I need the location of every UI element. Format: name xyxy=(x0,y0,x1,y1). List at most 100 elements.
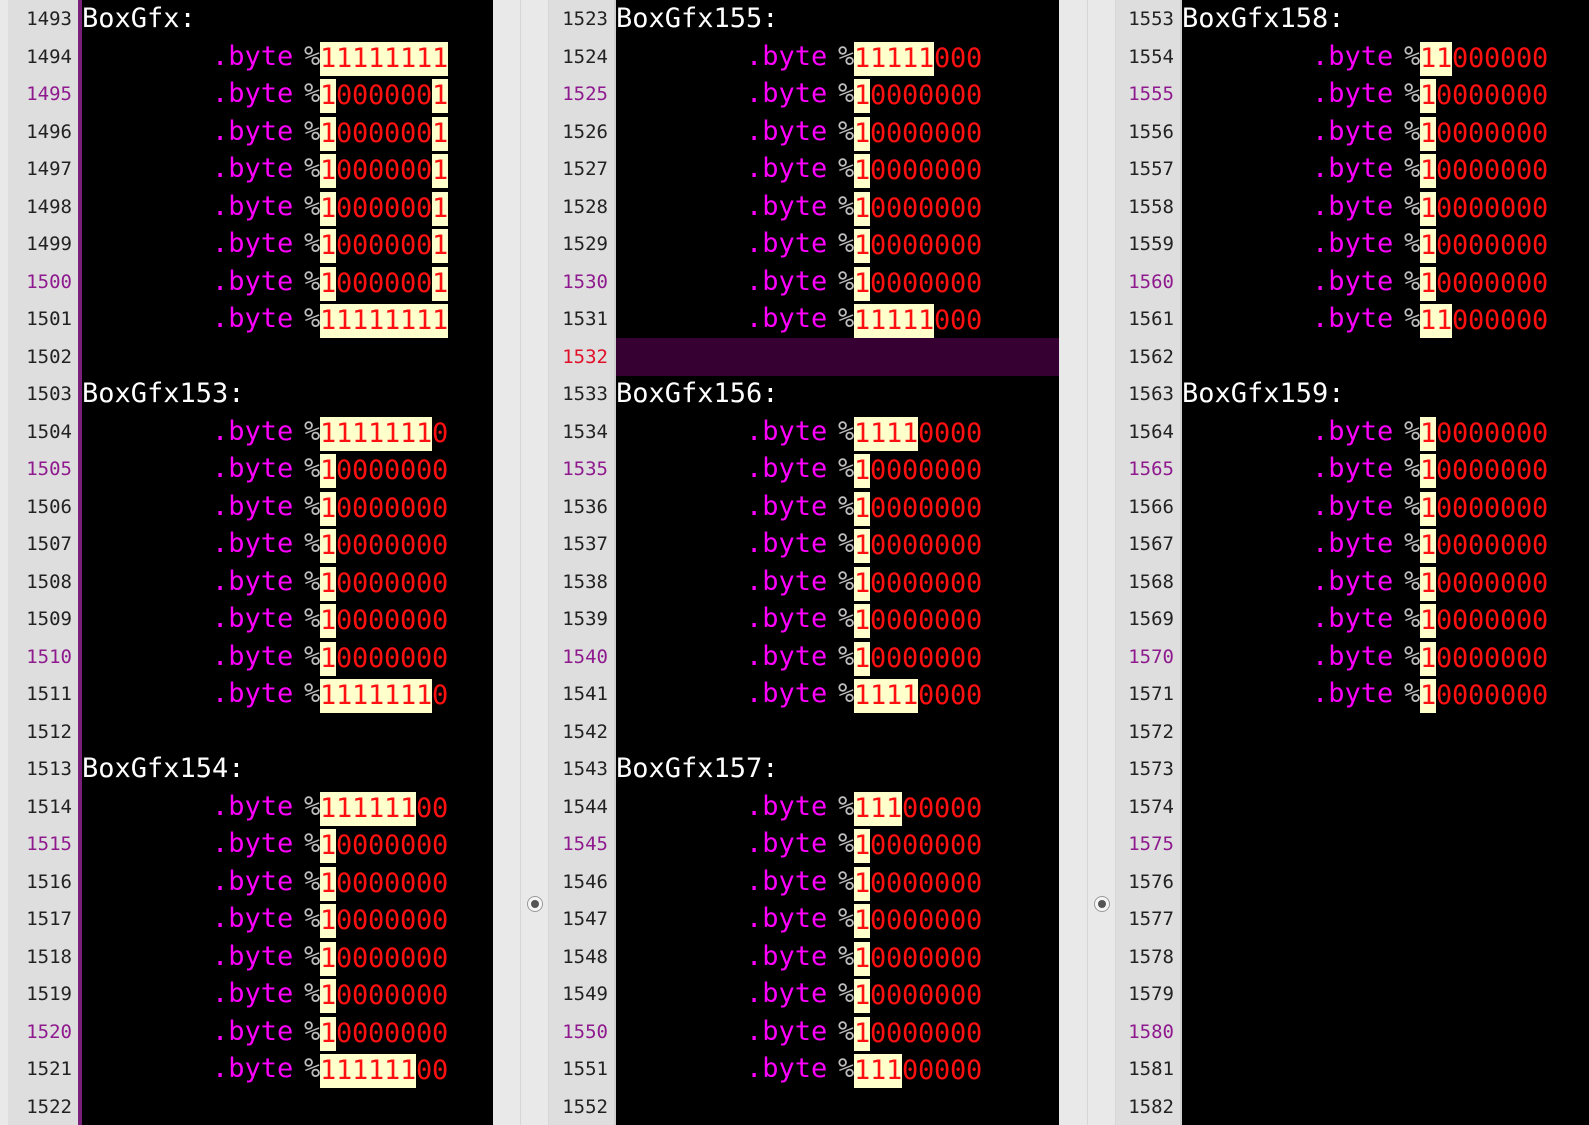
code-line[interactable]: .byte% 10000000 xyxy=(1182,525,1589,563)
code-line[interactable] xyxy=(82,1088,493,1125)
code-line[interactable]: .byte% 10000001 xyxy=(82,188,493,226)
line-number[interactable]: 1540 xyxy=(562,645,608,668)
line-number[interactable]: 1566 xyxy=(1128,495,1174,518)
line-number[interactable]: 1500 xyxy=(26,270,72,293)
line-number[interactable]: 1499 xyxy=(26,233,72,255)
line-number[interactable]: 1536 xyxy=(562,495,608,518)
line-number[interactable]: 1530 xyxy=(562,270,608,293)
code-line[interactable]: .byte% 10000000 xyxy=(82,450,493,488)
code-line[interactable]: .byte% 10000000 xyxy=(616,975,1059,1013)
code-line[interactable]: BoxGfx158: xyxy=(1182,0,1589,38)
code-line[interactable]: .byte% 10000000 xyxy=(82,600,493,638)
code-line[interactable]: .byte% 10000000 xyxy=(616,563,1059,601)
code-line[interactable]: .byte% 10000000 xyxy=(1182,75,1589,113)
code-line[interactable]: .byte% 10000000 xyxy=(616,225,1059,263)
code-line[interactable] xyxy=(1182,1088,1589,1125)
line-number[interactable]: 1507 xyxy=(26,533,72,555)
code-line[interactable]: .byte% 10000000 xyxy=(82,638,493,676)
line-number[interactable]: 1567 xyxy=(1128,533,1174,555)
line-number[interactable]: 1524 xyxy=(562,45,608,68)
line-number[interactable]: 1559 xyxy=(1128,233,1174,255)
editor-pane[interactable]: 1493 1494 1495 1496 1497 1498 1499 1500 1501 1502… xyxy=(8,0,493,1125)
line-number[interactable]: 1555 xyxy=(1128,83,1174,105)
code-line[interactable]: .byte% 10000000 xyxy=(616,488,1059,526)
code-line[interactable] xyxy=(616,338,1059,376)
line-number[interactable]: 1538 xyxy=(562,570,608,593)
line-number[interactable]: 1529 xyxy=(562,233,608,255)
line-number[interactable]: 1505 xyxy=(26,458,72,480)
code-line[interactable] xyxy=(1182,938,1589,976)
code-line[interactable]: .byte% 11111110 xyxy=(82,413,493,451)
code-area[interactable]: BoxGfx: .byte% 11111111 .byte% 10000001 .byte… xyxy=(82,0,493,1125)
code-line[interactable]: .byte% 11111100 xyxy=(82,1050,493,1088)
line-number[interactable]: 1572 xyxy=(1128,720,1174,743)
code-line[interactable]: .byte% 10000000 xyxy=(82,488,493,526)
line-number[interactable]: 1546 xyxy=(562,870,608,893)
code-line[interactable]: .byte% 11100000 xyxy=(616,788,1059,826)
code-line[interactable] xyxy=(1182,863,1589,901)
code-line[interactable]: .byte% 10000000 xyxy=(616,525,1059,563)
code-line[interactable]: .byte% 11111111 xyxy=(82,300,493,338)
code-line[interactable]: .byte% 10000000 xyxy=(82,525,493,563)
code-line[interactable]: .byte% 11111110 xyxy=(82,675,493,713)
line-number[interactable]: 1517 xyxy=(26,908,72,930)
code-line[interactable]: .byte% 10000000 xyxy=(616,75,1059,113)
code-line[interactable]: .byte% 10000001 xyxy=(82,75,493,113)
code-line[interactable]: BoxGfx: xyxy=(82,0,493,38)
line-number[interactable]: 1554 xyxy=(1128,45,1174,68)
line-number[interactable]: 1539 xyxy=(562,608,608,630)
line-number[interactable]: 1493 xyxy=(26,8,72,30)
code-line[interactable]: .byte% 10000000 xyxy=(1182,488,1589,526)
code-line[interactable]: .byte% 10000001 xyxy=(82,150,493,188)
code-line[interactable]: BoxGfx153: xyxy=(82,375,493,413)
line-number[interactable]: 1552 xyxy=(562,1095,608,1118)
line-number[interactable]: 1531 xyxy=(562,308,608,330)
code-line[interactable]: .byte% 10000000 xyxy=(82,938,493,976)
code-line[interactable]: .byte% 10000000 xyxy=(82,900,493,938)
code-area[interactable]: BoxGfx155: .byte% 11111000 .byte% 10000000 .b… xyxy=(616,0,1059,1125)
code-line[interactable]: .byte% 10000000 xyxy=(616,150,1059,188)
code-line[interactable]: .byte% 10000001 xyxy=(82,263,493,301)
code-line[interactable]: .byte% 10000000 xyxy=(1182,150,1589,188)
line-number[interactable]: 1553 xyxy=(1128,8,1174,30)
line-number[interactable]: 1535 xyxy=(562,458,608,480)
line-number[interactable]: 1519 xyxy=(26,983,72,1005)
line-number[interactable]: 1508 xyxy=(26,570,72,593)
line-number[interactable]: 1581 xyxy=(1128,1058,1174,1080)
code-line[interactable]: .byte% 10000000 xyxy=(1182,225,1589,263)
code-line[interactable]: .byte% 11111000 xyxy=(616,300,1059,338)
code-line[interactable] xyxy=(1182,713,1589,751)
line-number[interactable]: 1496 xyxy=(26,120,72,143)
line-number[interactable]: 1561 xyxy=(1128,308,1174,330)
code-line[interactable] xyxy=(1182,750,1589,788)
code-line[interactable] xyxy=(1182,1013,1589,1051)
code-line[interactable]: .byte% 11111111 xyxy=(82,38,493,76)
line-number[interactable]: 1575 xyxy=(1128,833,1174,855)
line-number[interactable]: 1563 xyxy=(1128,383,1174,405)
code-line[interactable]: BoxGfx155: xyxy=(616,0,1059,38)
line-number[interactable]: 1518 xyxy=(26,945,72,968)
line-number[interactable]: 1495 xyxy=(26,83,72,105)
line-number[interactable]: 1549 xyxy=(562,983,608,1005)
line-number[interactable]: 1547 xyxy=(562,908,608,930)
line-number[interactable]: 1526 xyxy=(562,120,608,143)
code-line[interactable]: .byte% 11110000 xyxy=(616,413,1059,451)
line-number[interactable]: 1513 xyxy=(26,758,72,780)
line-number[interactable]: 1562 xyxy=(1128,345,1174,368)
line-number[interactable]: 1543 xyxy=(562,758,608,780)
editor-pane[interactable]: 1523 1524 1525 1526 1527 1528 1529 1530 1531 1532… xyxy=(542,0,1059,1125)
line-number[interactable]: 1560 xyxy=(1128,270,1174,293)
code-line[interactable] xyxy=(616,1088,1059,1125)
code-area[interactable]: BoxGfx158: .byte% 11000000 .byte% 10000000 .b… xyxy=(1182,0,1589,1125)
line-number[interactable]: 1537 xyxy=(562,533,608,555)
code-line[interactable]: .byte% 10000000 xyxy=(616,825,1059,863)
code-line[interactable]: .byte% 10000000 xyxy=(616,638,1059,676)
line-number[interactable]: 1550 xyxy=(562,1020,608,1043)
line-number[interactable]: 1570 xyxy=(1128,645,1174,668)
code-line[interactable]: .byte% 10000000 xyxy=(1182,675,1589,713)
line-number[interactable]: 1527 xyxy=(562,158,608,180)
code-line[interactable]: .byte% 10000000 xyxy=(616,450,1059,488)
line-number[interactable]: 1506 xyxy=(26,495,72,518)
code-line[interactable]: .byte% 10000000 xyxy=(616,188,1059,226)
code-line[interactable]: .byte% 10000000 xyxy=(82,563,493,601)
